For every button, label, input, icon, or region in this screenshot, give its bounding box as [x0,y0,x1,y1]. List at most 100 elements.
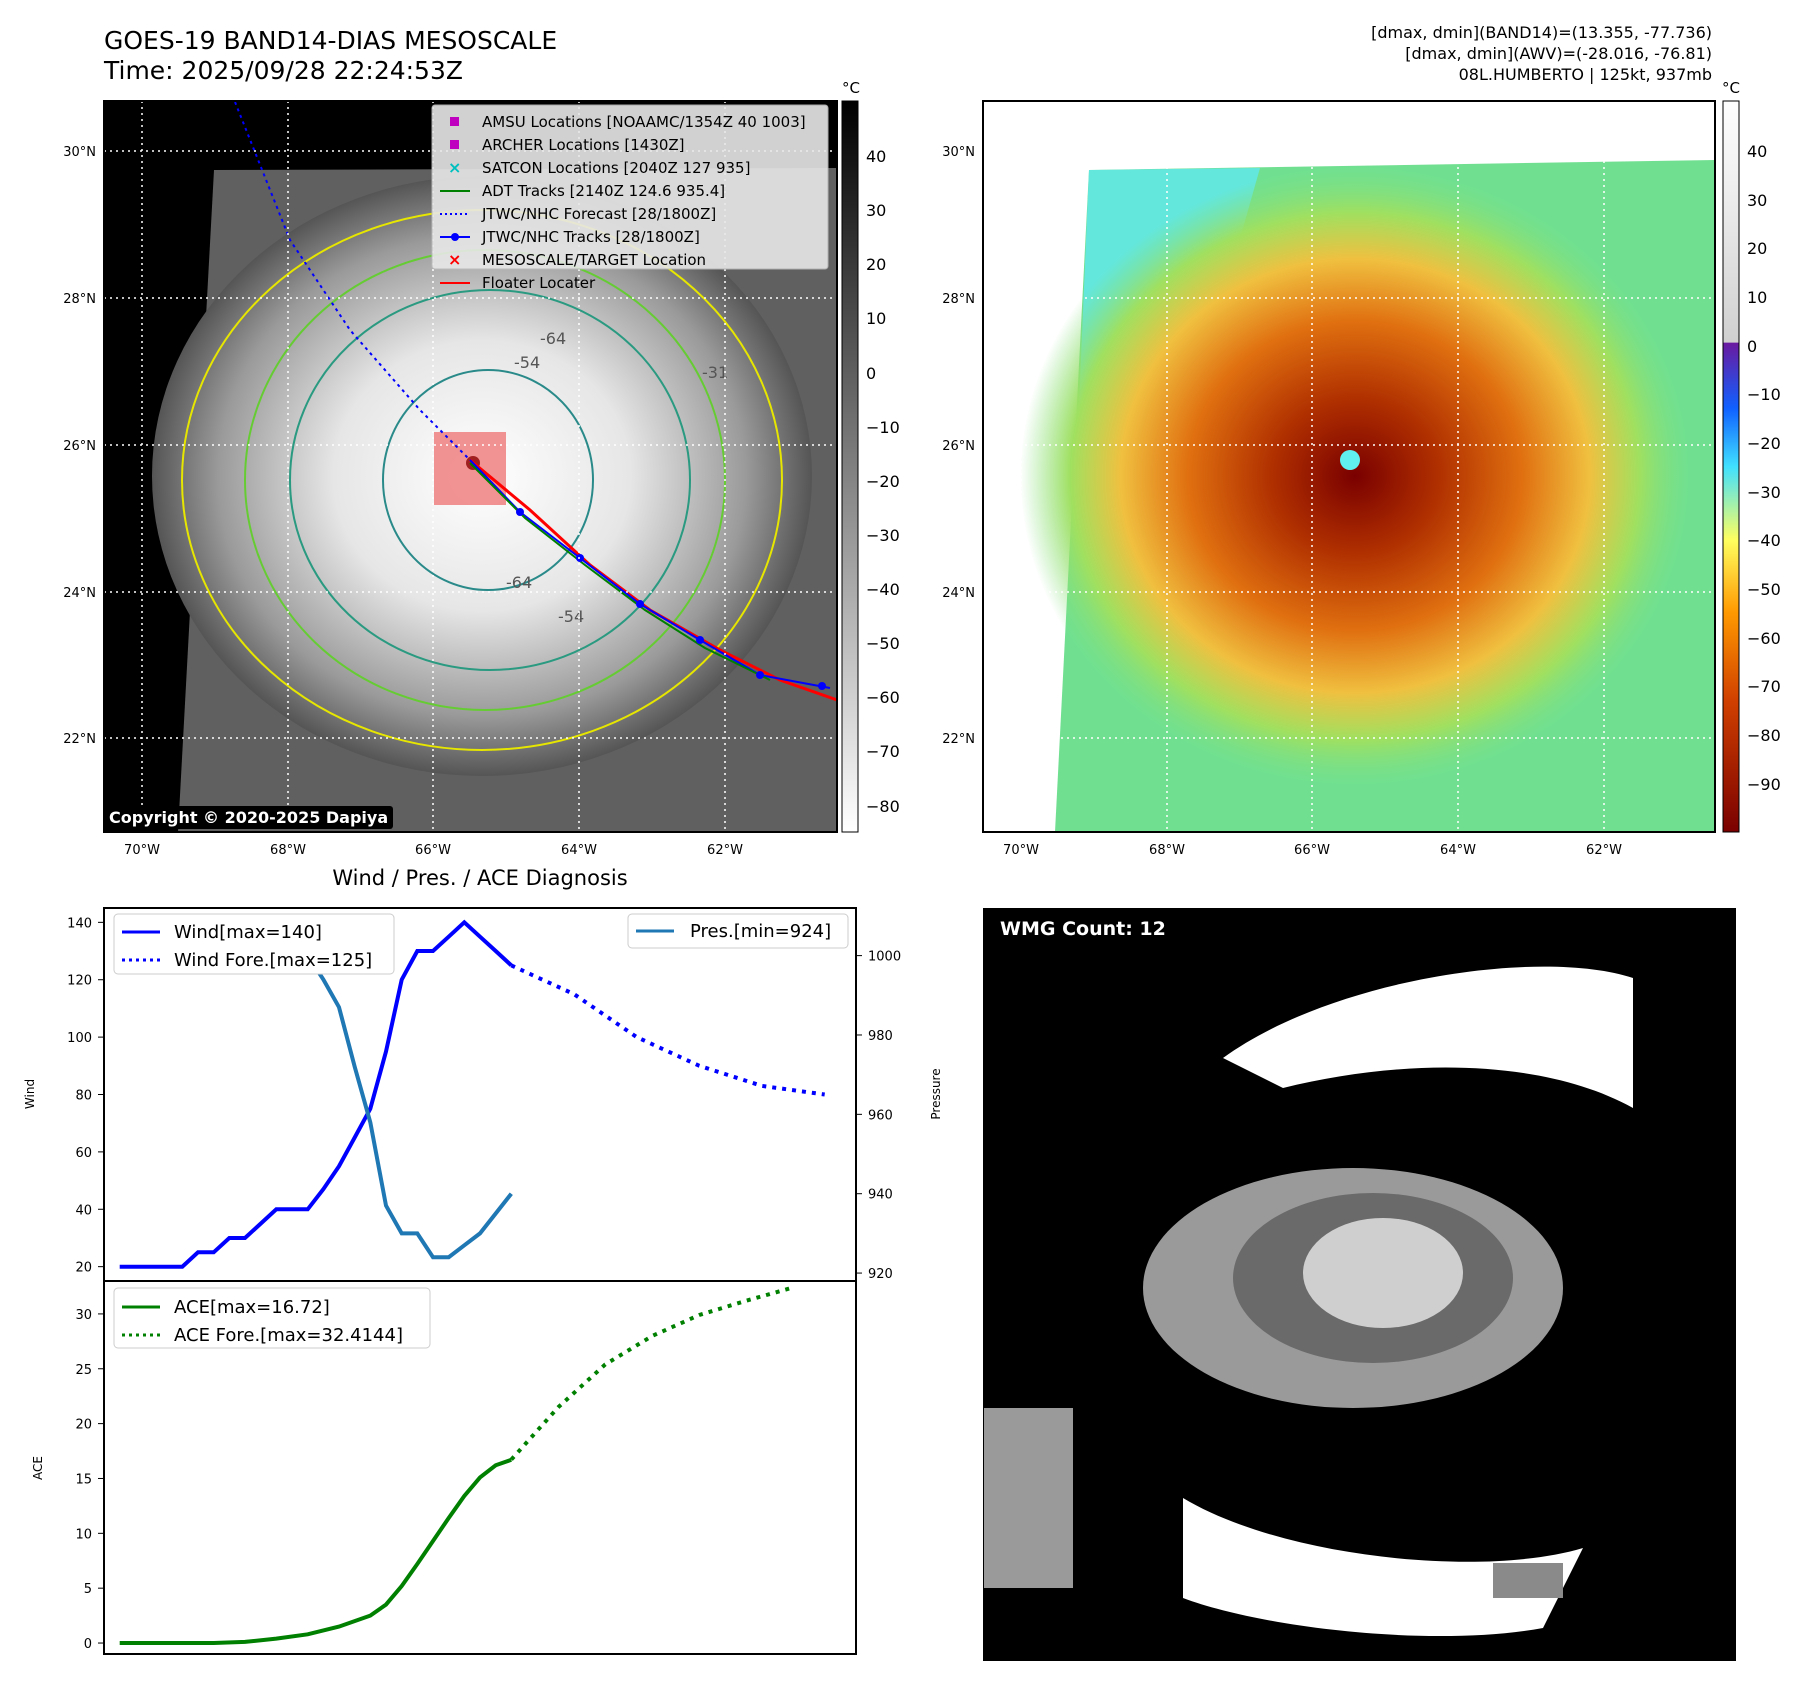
colorbar-tick: 0 [866,364,876,383]
lon-label: 68°W [270,843,306,858]
legend-item: SATCON Locations [2040Z 127 935] [482,159,750,177]
colorbar-tick: −80 [1747,726,1781,745]
pressure-axis-label: Pressure [929,1068,943,1119]
contour-inner [382,369,594,591]
legend-wind-forecast: Wind Fore.[max=125] [174,950,372,971]
enhanced-map-panel: 30°N 28°N 26°N 24°N 22°N 70°W 68°W 66°W … [942,80,1781,858]
ace-legend [113,1287,431,1349]
stats-band14: [dmax, dmin](BAND14)=(13.355, -77.736) [1371,23,1712,42]
colorbar-tick: 40 [866,147,886,166]
wind-tick-label: 40 [75,1203,92,1218]
wind-legend [113,913,395,975]
ace-panel: 0 5 10 15 20 25 30 ACE ACE[max=16.72] ACE Fore… [31,1280,857,1655]
storm-stats: [dmax, dmin](BAND14)=(13.355, -77.736) [… [1371,22,1712,85]
pressure-tick-label: 940 [868,1188,893,1203]
ace-tick-label: 30 [75,1308,92,1323]
ace-tick-label: 20 [75,1418,92,1433]
contour-label: -54 [514,353,540,372]
enhanced-colorbar [1722,100,1740,833]
ace-tick-label: 5 [84,1582,92,1597]
legend-item: AMSU Locations [NOAAMC/1354Z 40 1003] [482,113,806,131]
wmg-region-gray [1493,1563,1563,1598]
colorbar-tick: 20 [866,255,886,274]
legend-item: Floater Locater [482,274,596,292]
figure-title: GOES-19 BAND14-DIAS MESOSCALE Time: 2025… [104,26,557,86]
lat-label: 24°N [942,586,975,601]
wmg-region-light [1303,1218,1463,1328]
legend-marker-square [450,140,459,149]
track-point [576,554,584,562]
lat-labels: 30°N 28°N 26°N 24°N 22°N [942,145,975,747]
lat-label: 26°N [942,439,975,454]
lon-label: 62°W [707,843,743,858]
lat-label: 26°N [63,439,96,454]
track-point [636,600,644,608]
contour-label: -54 [558,607,584,626]
legend-marker-dot [451,233,459,241]
adt-track [469,462,771,681]
wind-series-line [119,919,513,1269]
colorbar-tick: −60 [1747,629,1781,648]
legend-item: ARCHER Locations [1430Z] [482,136,685,154]
lon-label: 64°W [561,843,597,858]
lon-label: 66°W [415,843,451,858]
legend-ace: ACE[max=16.72] [174,1297,330,1318]
map-frame [982,100,1716,833]
ace-forecast-line [509,1285,794,1461]
colorbar-tick: −50 [1747,580,1781,599]
ir-colorbar [841,100,859,833]
colorbar-tick: −60 [866,688,900,707]
lat-label: 30°N [63,145,96,160]
legend-marker-square [450,117,459,126]
pressure-tick-label: 960 [868,1108,893,1123]
track-point [696,636,704,644]
wind-axis-label: Wind [23,1079,37,1109]
legend-marker-x: × [448,158,461,177]
colorbar-tick: −20 [1747,434,1781,453]
ir-map-panel: -64 -54 -31 -64 -54 AMSU L [63,80,900,858]
legend-item: MESOSCALE/TARGET Location [482,251,706,269]
forecast-track [234,101,471,461]
colorbar-tick: 10 [1747,288,1767,307]
colorbar-tick: −90 [1747,775,1781,794]
colorbar-tick: −40 [866,580,900,599]
map-gridlines [983,101,1715,832]
pressure-tick-label: 980 [868,1029,893,1044]
map-frame [103,100,838,833]
contour-label: -64 [506,573,532,592]
legend-pressure: Pres.[min=924] [690,921,831,942]
track-point [516,508,524,516]
wind-tick-label: 100 [67,1031,92,1046]
ace-tick-label: 0 [84,1637,92,1652]
track-point [756,671,764,679]
colorbar-tick: −20 [866,472,900,491]
wind-tick-label: 80 [75,1089,92,1104]
stats-awv: [dmax, dmin](AWV)=(-28.016, -76.81) [1405,44,1712,63]
lon-label: 66°W [1294,843,1330,858]
lon-labels: 70°W 68°W 66°W 64°W 62°W [1003,843,1622,858]
title-line-1: GOES-19 BAND14-DIAS MESOSCALE [104,26,558,55]
legend-wind: Wind[max=140] [174,922,322,943]
ace-tick-label: 15 [75,1472,92,1487]
copyright-badge: Copyright © 2020-2025 Dapiya [104,806,394,829]
colorbar-tick: −70 [1747,677,1781,696]
colorbar-tick: 10 [866,309,886,328]
title-line-2: Time: 2025/09/28 22:24:53Z [104,56,463,85]
ace-tick-label: 10 [75,1527,92,1542]
ir-colorbar-unit: °C [842,80,860,97]
wind-tick-label: 120 [67,974,92,989]
colorbar-tick: −10 [1747,385,1781,404]
colorbar-tick: −30 [866,526,900,545]
colorbar-tick: 20 [1747,239,1767,258]
colorbar-tick: −50 [866,634,900,653]
lon-label: 62°W [1586,843,1622,858]
map-legend [431,104,829,270]
stats-storm: 08L.HUMBERTO | 125kt, 937mb [1458,65,1712,84]
storm-eye [1340,450,1360,470]
lat-label: 24°N [63,586,96,601]
enhanced-colorbar-unit: °C [1722,80,1740,97]
lon-label: 70°W [124,843,160,858]
storm-core-colors [1020,166,1690,786]
lat-labels: 30°N 28°N 26°N 24°N 22°N [63,145,96,747]
wind-pressure-panel: 20 40 60 80 100 120 140 920 940 960 980 1000 Wind … [23,907,943,1282]
